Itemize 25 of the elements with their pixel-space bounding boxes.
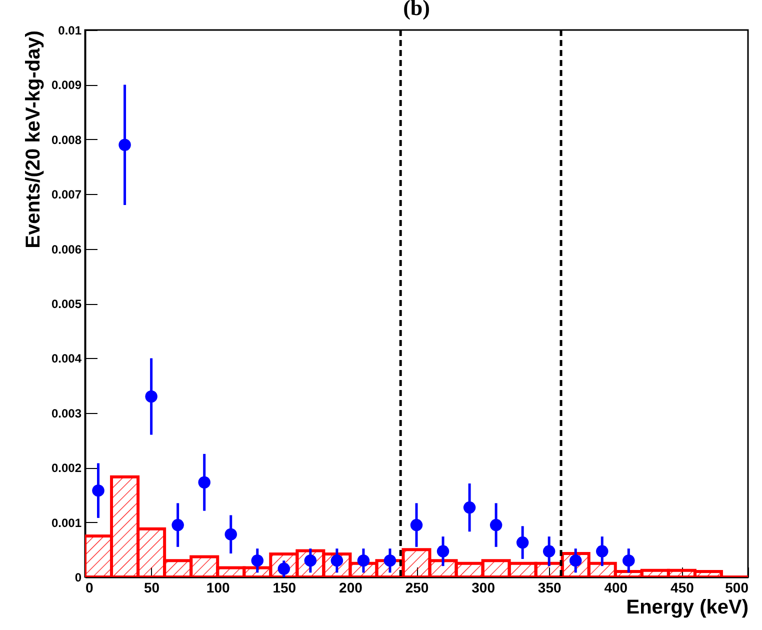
x-tick-label: 400 [604, 580, 628, 596]
x-tick-label: 250 [405, 580, 429, 596]
x-tick-label: 350 [538, 580, 562, 596]
y-tick-label: 0.004 [51, 352, 82, 366]
x-tick-label: 200 [339, 580, 363, 596]
y-tick-label: 0.001 [51, 516, 82, 530]
x-tick-label: 300 [472, 580, 496, 596]
chart-title: (b) [403, 0, 430, 20]
y-tick-label: 0.01 [58, 24, 82, 38]
x-tick-label: 150 [272, 580, 296, 596]
x-tick-label: 100 [206, 580, 230, 596]
x-tick-label: 500 [725, 580, 749, 596]
x-axis-title: Energy (keV) [626, 596, 748, 618]
y-tick-label: 0.002 [51, 461, 82, 476]
y-tick-label: 0.003 [51, 406, 82, 420]
y-tick-label: 0 [74, 570, 82, 584]
y-axis-title: Events/(20 keV-kg-day) [22, 30, 44, 248]
x-tick-label: 0 [86, 580, 94, 596]
y-tick-label: 0.007 [51, 188, 82, 202]
y-tick-label: 0.006 [51, 242, 82, 256]
y-tick-label: 0.009 [51, 78, 82, 92]
x-tick-label: 450 [670, 580, 694, 596]
y-tick-label: 0.005 [51, 297, 82, 311]
y-tick-label: 0.008 [51, 132, 82, 147]
x-tick-label: 50 [144, 580, 160, 596]
